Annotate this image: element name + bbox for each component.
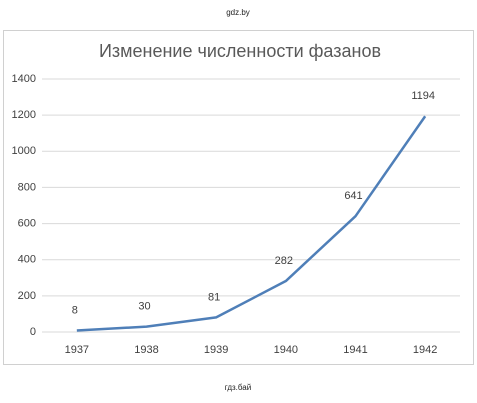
y-tick-label: 400 <box>18 254 36 266</box>
x-tick-label: 1940 <box>274 344 298 356</box>
x-tick-label: 1938 <box>134 344 158 356</box>
chart-title: Изменение численности фазанов <box>99 41 381 61</box>
y-tick-label: 200 <box>18 290 36 302</box>
x-tick-label: 1939 <box>204 344 228 356</box>
y-tick-label: 1000 <box>12 145 36 157</box>
y-tick-label: 1400 <box>12 73 36 85</box>
y-tick-label: 0 <box>30 326 36 338</box>
y-tick-label: 600 <box>18 217 36 229</box>
data-label: 8 <box>72 304 78 316</box>
watermark: гдз.бай <box>225 383 251 392</box>
data-label: 1194 <box>411 90 435 102</box>
y-tick-label: 1200 <box>12 109 36 121</box>
x-tick-label: 1941 <box>343 344 367 356</box>
watermark: gdz.by <box>226 8 250 17</box>
x-tick-label: 1942 <box>413 344 437 356</box>
line <box>76 115 427 332</box>
x-tick-label: 1937 <box>65 344 89 356</box>
data-label: 641 <box>344 190 362 202</box>
data-label: 81 <box>208 291 220 303</box>
data-label: 30 <box>138 300 150 312</box>
y-tick-label: 800 <box>18 181 36 193</box>
chart-frame <box>3 30 474 365</box>
data-label: 282 <box>275 255 293 267</box>
